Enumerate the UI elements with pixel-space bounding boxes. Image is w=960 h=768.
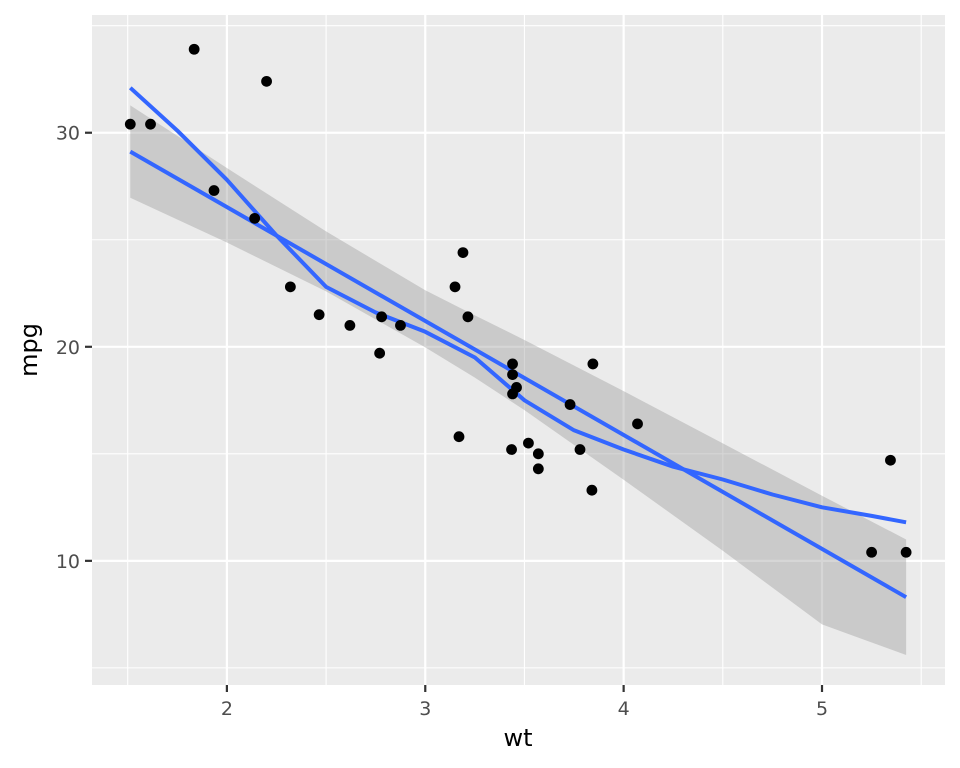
data-point bbox=[449, 281, 461, 293]
data-point bbox=[586, 484, 598, 496]
x-axis-title: wt bbox=[503, 724, 532, 752]
data-point bbox=[208, 185, 220, 196]
data-point bbox=[374, 347, 386, 359]
axis-ticks: 2 3 4 5 10 20 30 bbox=[56, 123, 828, 720]
confidence-ribbon bbox=[130, 105, 907, 656]
y-axis-title: mpg bbox=[15, 323, 43, 377]
data-point bbox=[632, 418, 643, 430]
linear-fit-line bbox=[129, 149, 908, 599]
data-point bbox=[574, 444, 586, 455]
data-point bbox=[376, 311, 388, 323]
y-tick-label: 10 bbox=[56, 551, 80, 573]
data-point bbox=[284, 281, 296, 293]
data-point bbox=[506, 444, 517, 455]
data-point bbox=[124, 118, 136, 130]
data-point bbox=[261, 75, 272, 87]
data-point bbox=[453, 431, 465, 443]
data-point bbox=[885, 454, 896, 466]
major-gridlines bbox=[92, 15, 945, 685]
data-point bbox=[395, 319, 406, 331]
data-point bbox=[532, 448, 544, 460]
x-tick-label: 2 bbox=[221, 698, 233, 720]
data-point bbox=[507, 369, 518, 381]
data-point bbox=[249, 212, 261, 224]
data-point bbox=[344, 319, 356, 331]
data-point bbox=[587, 358, 599, 370]
plot-panel bbox=[92, 15, 945, 685]
x-tick-label: 5 bbox=[816, 698, 828, 720]
data-point bbox=[507, 388, 518, 400]
data-point bbox=[145, 118, 156, 130]
data-points bbox=[124, 43, 912, 558]
minor-gridlines bbox=[92, 15, 945, 685]
data-point bbox=[188, 43, 200, 55]
data-point bbox=[532, 463, 544, 475]
confidence-band bbox=[130, 105, 907, 656]
data-point bbox=[866, 546, 878, 558]
y-tick-label: 20 bbox=[56, 337, 80, 359]
data-point bbox=[507, 358, 518, 370]
smooth-fit-line bbox=[128, 86, 907, 525]
data-point bbox=[462, 311, 474, 323]
x-tick-label: 4 bbox=[618, 698, 630, 720]
data-point bbox=[564, 399, 576, 410]
x-tick-label: 3 bbox=[419, 698, 431, 720]
data-point bbox=[900, 546, 912, 558]
data-point bbox=[313, 309, 325, 321]
y-tick-label: 30 bbox=[56, 123, 80, 145]
data-point bbox=[523, 437, 534, 449]
data-point bbox=[457, 247, 469, 259]
fit-lines bbox=[128, 86, 908, 599]
